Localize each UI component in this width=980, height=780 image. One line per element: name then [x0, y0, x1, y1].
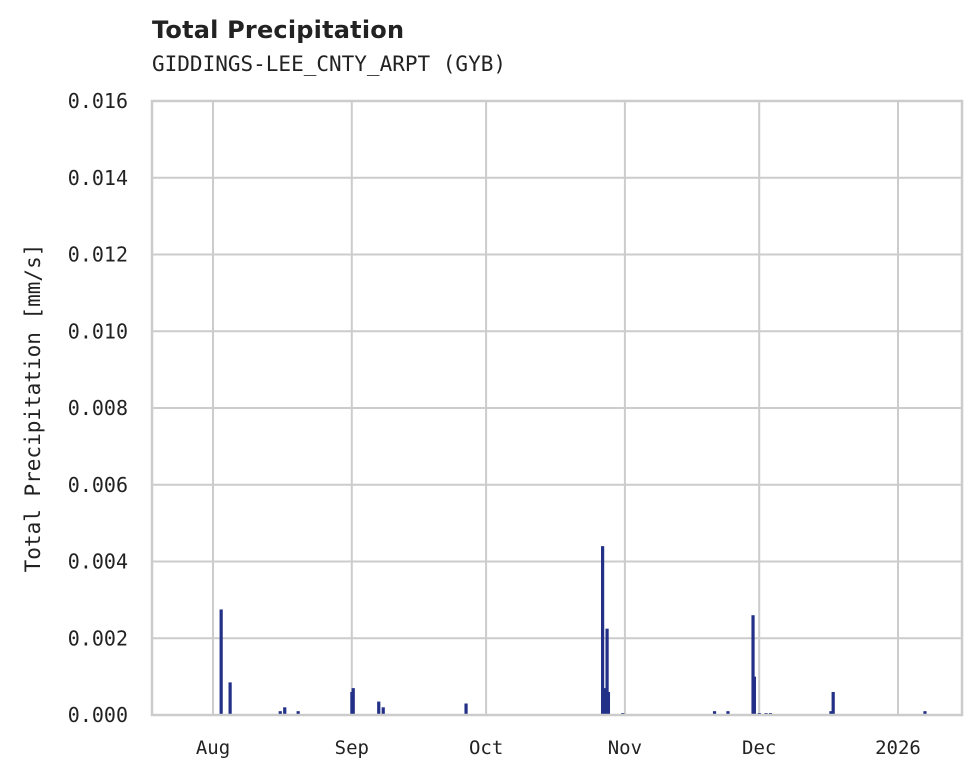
y-axis-ticks: 0.000 0.002 0.004 0.006 0.008 0.010 0.012 0.014… — [68, 89, 128, 727]
precipitation-bar — [377, 701, 381, 715]
precipitation-bar — [381, 707, 385, 715]
x-tick-label: 2026 — [875, 737, 921, 759]
y-tick-label: 0.016 — [68, 89, 128, 113]
precipitation-bar — [601, 546, 605, 715]
plot-frame — [150, 99, 964, 717]
y-tick-label: 0.006 — [68, 473, 128, 497]
y-tick-label: 0.004 — [68, 550, 128, 574]
precipitation-bar — [464, 703, 468, 715]
x-axis-ticks: Aug Sep Oct Nov Dec 2026 — [196, 737, 921, 759]
precipitation-bar — [726, 711, 730, 715]
y-tick-label: 0.002 — [68, 626, 128, 650]
chart-title: Total Precipitation — [152, 16, 405, 44]
y-tick-label: 0.010 — [68, 319, 128, 343]
precipitation-bar — [278, 711, 282, 715]
precipitation-bar — [228, 682, 232, 715]
y-tick-label: 0.012 — [68, 243, 128, 267]
precipitation-bar — [283, 707, 287, 715]
precipitation-bar — [296, 711, 300, 715]
precipitation-bar — [752, 676, 756, 715]
chart-subtitle: GIDDINGS-LEE_CNTY_ARPT (GYB) — [152, 52, 507, 76]
y-axis-label: Total Precipitation [mm/s] — [21, 244, 45, 573]
precipitation-bar — [602, 688, 606, 715]
grid-lines — [152, 100, 962, 716]
x-tick-label: Oct — [469, 737, 503, 759]
precipitation-bar — [219, 609, 223, 715]
x-tick-label: Nov — [608, 737, 642, 759]
precipitation-bar — [712, 711, 717, 715]
x-tick-label: Dec — [742, 737, 776, 759]
x-tick-label: Aug — [196, 737, 230, 759]
precipitation-bar — [831, 691, 835, 715]
y-tick-label: 0.000 — [68, 703, 128, 727]
x-tick-label: Sep — [335, 737, 369, 759]
precipitation-bar — [351, 688, 355, 715]
precipitation-bar — [606, 691, 611, 715]
y-tick-label: 0.008 — [68, 396, 128, 420]
precipitation-bar — [923, 711, 927, 715]
precipitation-bar — [605, 628, 609, 715]
precipitation-bar — [751, 615, 755, 715]
precipitation-bar — [829, 711, 833, 715]
y-tick-label: 0.014 — [68, 166, 128, 190]
precipitation-bars — [219, 546, 927, 715]
